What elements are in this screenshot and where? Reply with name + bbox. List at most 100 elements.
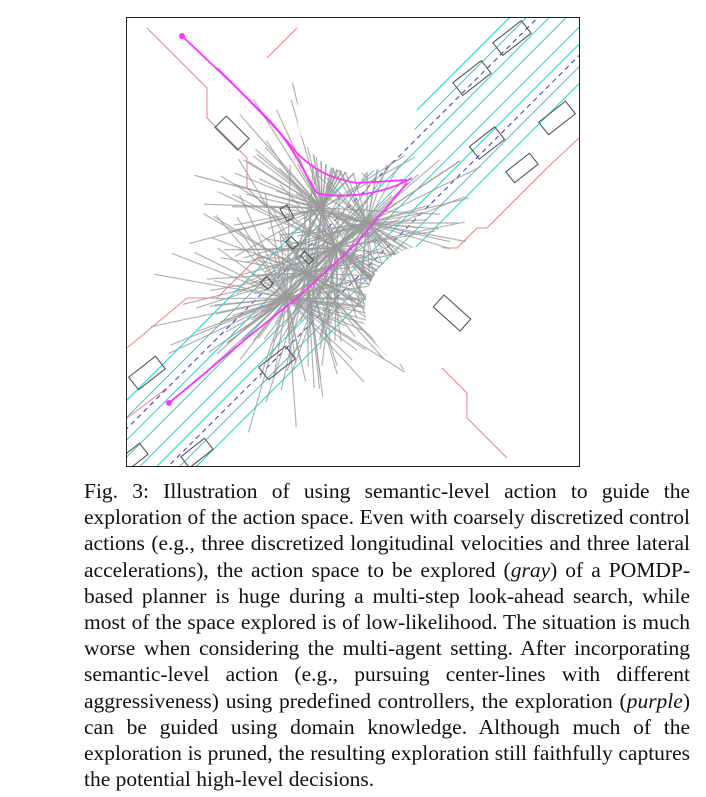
explored-ray xyxy=(213,280,288,299)
explored-ray xyxy=(238,158,308,274)
caption-gray: gray xyxy=(510,557,551,582)
explored-ray xyxy=(251,272,308,321)
road-boundary-4 xyxy=(266,27,298,59)
explored-ray xyxy=(321,207,399,258)
vehicle-box xyxy=(127,355,167,391)
explored-ray xyxy=(297,163,323,209)
explored-ray xyxy=(286,281,335,299)
vehicle-box xyxy=(299,250,315,266)
explored-ray xyxy=(168,297,288,355)
explored-ray xyxy=(253,258,308,274)
explored-ray xyxy=(306,202,393,274)
lane-line-6 xyxy=(179,66,579,466)
vehicle-box xyxy=(214,115,250,151)
explored-ray xyxy=(306,204,313,274)
explored-ray xyxy=(265,238,338,249)
intersection-figure xyxy=(126,17,580,467)
explored-ray xyxy=(279,233,288,299)
explored-ray xyxy=(271,248,288,299)
explored-ray xyxy=(321,247,338,367)
explored-ray xyxy=(306,272,338,375)
explored-ray xyxy=(247,297,288,433)
explored-ray xyxy=(273,297,288,379)
explored-ray xyxy=(154,273,288,299)
turn-cutout xyxy=(297,53,417,173)
explored-ray xyxy=(239,194,288,299)
ego-start-point xyxy=(179,33,185,39)
caption-text-3: ) can be guided using domain knowledge. … xyxy=(84,688,690,792)
vehicle-box xyxy=(279,204,295,222)
semantic-path-1 xyxy=(168,182,408,404)
explored-ray xyxy=(286,297,301,360)
explored-ray xyxy=(212,237,308,274)
explored-ray xyxy=(286,297,346,327)
vehicle-box xyxy=(505,152,539,184)
explored-ray xyxy=(286,297,365,383)
caption-purple: purple xyxy=(626,688,683,713)
vehicle-box xyxy=(284,235,300,251)
vehicle-box xyxy=(257,345,297,381)
explored-ray xyxy=(366,219,428,224)
explored-ray xyxy=(286,297,367,351)
explored-ray xyxy=(239,114,323,209)
intersection-plot xyxy=(127,18,579,466)
vehicle-box xyxy=(432,294,472,332)
explored-ray xyxy=(210,272,308,292)
road-boundary-0 xyxy=(146,27,268,209)
explored-ray xyxy=(336,217,402,249)
explored-ray xyxy=(232,193,338,249)
explored-ray xyxy=(366,212,424,224)
explored-ray xyxy=(366,165,482,224)
semantic-exploration xyxy=(166,33,413,406)
ego-start-point xyxy=(166,400,172,406)
explored-ray xyxy=(209,297,288,307)
vehicles xyxy=(127,19,577,466)
explored-ray xyxy=(366,164,400,224)
vehicle-box xyxy=(468,126,506,160)
explored-ray xyxy=(264,222,368,302)
explored-ray xyxy=(239,247,338,251)
road-boundary-6 xyxy=(127,387,168,419)
explored-ray xyxy=(274,272,308,324)
road-boundary-3 xyxy=(437,137,579,249)
explored-ray xyxy=(306,272,356,337)
caption-label: Fig. 3: xyxy=(84,479,149,503)
explored-ray xyxy=(182,272,308,306)
explored-ray xyxy=(334,222,368,295)
vehicle-box xyxy=(452,59,492,97)
lane-line-3 xyxy=(127,18,567,458)
explored-ray xyxy=(243,247,338,284)
explored-ray xyxy=(306,171,368,274)
explored-ray xyxy=(286,238,307,299)
explored-ray xyxy=(252,272,308,342)
vehicle-box xyxy=(259,275,275,291)
lane-line-4 xyxy=(139,26,579,466)
explored-ray xyxy=(194,251,288,299)
turn-cutout-lower xyxy=(365,246,489,370)
explored-ray xyxy=(195,272,308,309)
explored-ray xyxy=(306,265,358,274)
explored-ray xyxy=(306,207,323,301)
explored-ray xyxy=(286,297,353,361)
vehicle-box xyxy=(537,100,577,136)
explored-ray xyxy=(233,207,323,226)
explored-ray xyxy=(321,207,367,309)
explored-ray xyxy=(366,197,469,224)
explored-ray xyxy=(245,222,368,264)
explored-ray xyxy=(171,252,288,299)
explored-ray xyxy=(318,222,368,237)
vehicle-box xyxy=(492,19,532,57)
explored-ray xyxy=(237,227,288,299)
explored-ray xyxy=(236,247,338,294)
explored-ray xyxy=(233,183,368,224)
vehicle-box xyxy=(180,437,214,466)
semantic-path-2 xyxy=(216,67,408,184)
explored-ray xyxy=(290,272,308,333)
explored-ray xyxy=(286,164,291,299)
explored-ray xyxy=(217,247,288,299)
explored-ray xyxy=(260,233,308,274)
explored-ray xyxy=(225,297,288,333)
center-line-0 xyxy=(127,18,539,430)
explored-ray xyxy=(265,140,338,249)
explored-ray xyxy=(255,148,323,209)
